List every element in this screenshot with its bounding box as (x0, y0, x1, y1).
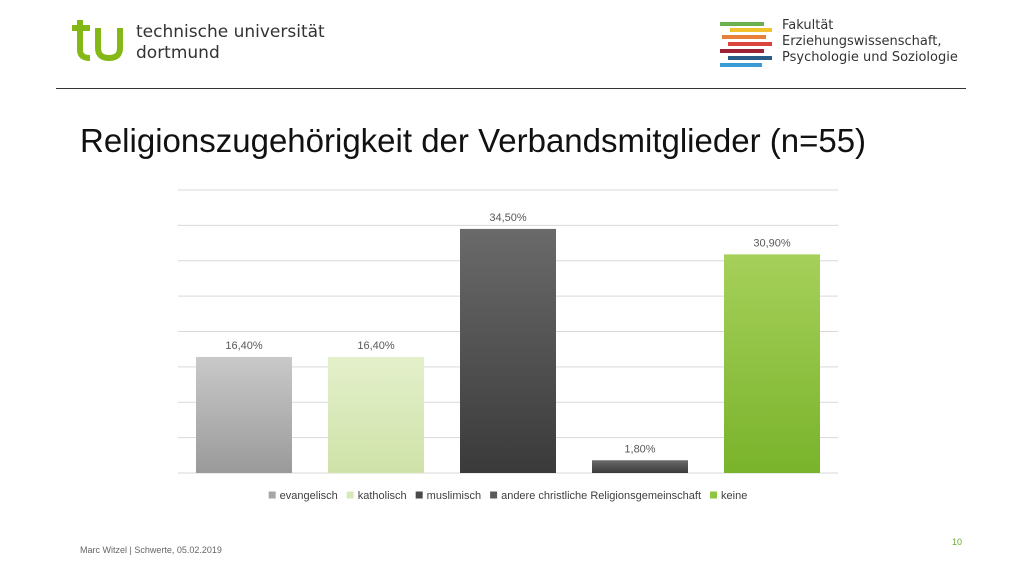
header-divider (56, 88, 966, 89)
university-name: technische universität dortmund (136, 22, 325, 64)
data-label-3: 34,50% (489, 212, 527, 224)
bar-3 (460, 228, 556, 473)
legend-swatch-5 (710, 491, 718, 499)
legend-swatch-2 (346, 491, 354, 499)
legend-label-2: katholisch (358, 490, 407, 502)
footer-author-date: Marc Witzel | Schwerte, 05.02.2019 (80, 545, 222, 555)
data-label-1: 16,40% (225, 340, 263, 352)
legend-label-4: andere christliche Religionsgemeinschaft (501, 490, 701, 502)
bar-5 (724, 254, 820, 473)
bar-4 (592, 460, 688, 473)
slide-title: Religionszugehörigkeit der Verbandsmitgl… (80, 122, 867, 159)
data-label-2: 16,40% (357, 340, 395, 352)
data-label-4: 1,80% (624, 443, 655, 455)
university-line-2: dortmund (136, 43, 220, 63)
faculty-name: Fakultät Erziehungswissenschaft, Psychol… (782, 18, 958, 66)
faculty-line-1: Fakultät (782, 18, 834, 33)
legend-label-3: muslimisch (427, 490, 481, 502)
faculty-line-3: Psychologie und Soziologie (782, 50, 958, 65)
legend-swatch-1 (268, 491, 276, 499)
data-label-5: 30,90% (753, 237, 791, 249)
legend-swatch-3 (415, 491, 423, 499)
bar-2 (328, 356, 424, 473)
university-line-1: technische universität (136, 22, 325, 42)
tu-dortmund-logo (72, 20, 123, 62)
legend-label-1: evangelisch (280, 490, 338, 502)
legend-swatch-4 (490, 491, 498, 499)
faculty-stripes-logo (720, 22, 772, 67)
faculty-line-2: Erziehungswissenschaft, (782, 34, 942, 49)
bar-1 (196, 356, 292, 473)
legend-label-5: keine (721, 490, 747, 502)
page-number: 10 (952, 537, 963, 547)
